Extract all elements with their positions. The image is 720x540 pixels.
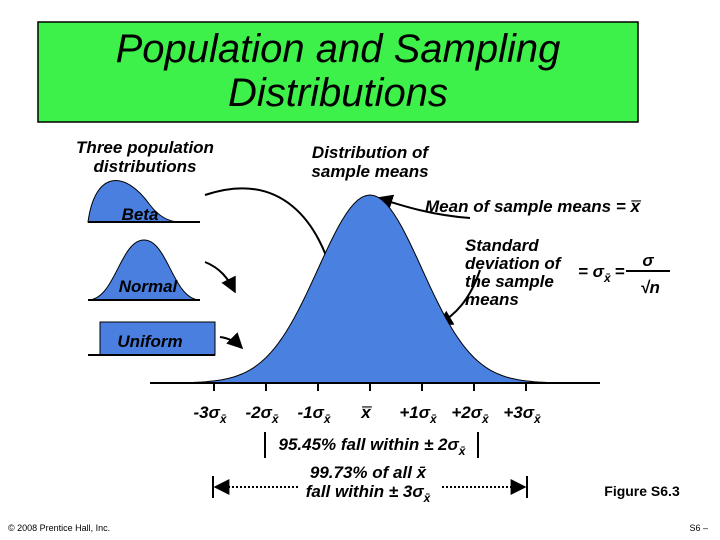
- axis-label-main: -2σ: [245, 403, 272, 422]
- population-name: Uniform: [117, 332, 182, 351]
- axis-label-sub: x̄: [481, 412, 490, 426]
- range-sub: x̄: [458, 444, 467, 458]
- range-text: 95.45% fall within ± 2σ: [279, 435, 460, 454]
- title-line: Distributions: [228, 71, 448, 115]
- axis-label: -3σx̄: [193, 403, 227, 426]
- range-text: fall within ± 3σ: [306, 482, 425, 501]
- copyright: © 2008 Prentice Hall, Inc.: [8, 523, 110, 533]
- formula-part: =: [615, 262, 625, 281]
- formula-sub: x̄: [603, 271, 612, 285]
- axis-label: -2σx̄: [245, 403, 279, 426]
- formula-numerator: σ: [642, 251, 654, 270]
- arrow: [204, 261, 236, 294]
- axis-label-main: +2σ: [451, 403, 482, 422]
- title-line: Population and Sampling: [116, 27, 561, 71]
- arrow: [376, 194, 471, 219]
- formula-part: = σ: [578, 262, 605, 281]
- population-label: Three population: [76, 138, 214, 157]
- axis-label: x̿: [360, 403, 372, 422]
- sampling-label: sample means: [311, 162, 428, 181]
- arrow: [204, 187, 340, 287]
- range-sub: x̄: [423, 491, 432, 505]
- normal-shape: [87, 239, 201, 301]
- axis-label-sub: x̄: [323, 412, 332, 426]
- uniform-shape: [99, 321, 216, 356]
- arrow: [219, 332, 244, 350]
- sd-note: means: [465, 290, 519, 309]
- axis-label: +2σx̄: [451, 403, 490, 426]
- sampling-label: Distribution of: [312, 143, 430, 162]
- beta-shape: [87, 180, 181, 223]
- axis-label-main: +1σ: [399, 403, 430, 422]
- sampling-curve: [150, 194, 590, 384]
- range-3sigma: 99.73% of all x̄: [310, 463, 428, 482]
- figure-label: Figure S6.3: [604, 483, 680, 499]
- axis-label-main: x̿: [360, 403, 372, 422]
- axis-label-main: -1σ: [297, 403, 324, 422]
- axis-label-main: +3σ: [503, 403, 534, 422]
- axis-label: -1σx̄: [297, 403, 331, 426]
- axis-label-sub: x̄: [429, 412, 438, 426]
- sd-formula: = σx̄ =: [578, 262, 625, 285]
- population-name: Beta: [122, 205, 159, 224]
- range-3sigma: fall within ± 3σx̄: [306, 482, 432, 505]
- page-number: S6 –: [689, 523, 708, 533]
- sd-note: Standard: [465, 236, 539, 255]
- mean-note-text: Mean of sample means =: [425, 197, 626, 216]
- range-2sigma: 95.45% fall within ± 2σx̄: [279, 435, 467, 458]
- population-label: distributions: [94, 157, 197, 176]
- sd-note: the sample: [465, 272, 554, 291]
- population-name: Normal: [119, 277, 179, 296]
- axis-label-sub: x̄: [219, 412, 228, 426]
- mean-note: Mean of sample means = x̿: [425, 197, 642, 216]
- axis-label-sub: x̄: [271, 412, 280, 426]
- axis-label: +1σx̄: [399, 403, 438, 426]
- formula-denominator: √n: [640, 278, 660, 297]
- axis-label-main: -3σ: [193, 403, 220, 422]
- sd-note: deviation of: [465, 254, 563, 273]
- title-box: [37, 21, 639, 123]
- axis-label: +3σx̄: [503, 403, 542, 426]
- axis-label-sub: x̄: [533, 412, 542, 426]
- mean-symbol: x̿: [630, 197, 642, 216]
